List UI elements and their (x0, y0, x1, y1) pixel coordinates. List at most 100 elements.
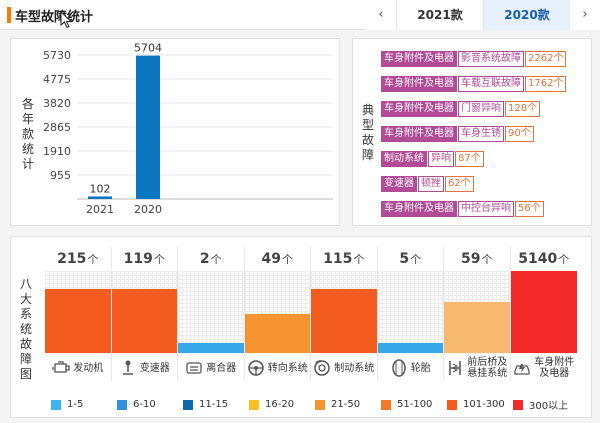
legend-swatch (513, 399, 523, 410)
system-count: 119个 (123, 251, 165, 267)
system-label: 制动系统 (311, 355, 377, 381)
count-unit: 个 (410, 253, 422, 266)
system-count: 59个 (461, 251, 493, 267)
system-count: 215个 (57, 251, 99, 267)
system-name: 轮胎 (410, 362, 431, 374)
fault-name-tag: 异响 (428, 151, 454, 167)
system-column[interactable]: 5个轮胎 (377, 247, 444, 381)
mouse-cursor-icon (60, 11, 73, 29)
typical-faults-panel: 典型故障 车身附件及电器 影音系统故障 2262个 车身附件及电器 车载互联故障 1762… (352, 38, 592, 226)
system-bar (311, 289, 377, 353)
car-body-icon (514, 364, 530, 375)
system-bar (178, 343, 244, 353)
legend-swatch (315, 399, 325, 410)
y-tick-label: 5730 (43, 49, 71, 62)
bar-value-label: 5704 (134, 42, 162, 55)
legend-swatch (117, 399, 127, 410)
system-column[interactable]: 2个离合器 (178, 247, 245, 381)
eight-systems-panel: 八大系统故障图 215个 发动机 119个 变速器 2个 离合器 49个 转向系统 115个 制动… (10, 236, 592, 418)
fault-item[interactable]: 车身附件及电器 影音系统故障 2262个 (381, 51, 567, 67)
suspension-icon (449, 361, 461, 375)
count-unit: 个 (87, 253, 99, 266)
system-name: 车身附件 及电器 (534, 357, 575, 379)
fault-category-tag: 车身附件及电器 (381, 51, 457, 67)
system-label: 轮胎 (378, 355, 444, 381)
gear-shift-icon (122, 360, 133, 375)
system-bar (45, 289, 111, 353)
title-accent (7, 7, 11, 23)
tire-icon (392, 359, 406, 377)
system-name: 离合器 (206, 362, 237, 374)
system-name: 制动系统 (334, 362, 375, 374)
y-tick-label: 955 (50, 169, 71, 182)
fault-item[interactable]: 车身附件及电器 中控台异响 56个 (381, 201, 545, 217)
system-columns: 215个 发动机 119个 变速器 2个 离合器 49个 转向系统 115个 制动系统 5个 轮胎 59… (45, 247, 577, 381)
chevron-right-icon[interactable]: › (570, 0, 600, 30)
system-bar (377, 343, 443, 353)
fault-item[interactable]: 车身附件及电器 门窗异响 128个 (381, 101, 541, 117)
fault-item[interactable]: 车身附件及电器 车身生锈 90个 (381, 126, 535, 142)
fault-item[interactable]: 车身附件及电器 车载互联故障 1762个 (381, 76, 567, 92)
eight-systems-label: 八大系统故障图 (19, 277, 32, 381)
legend-swatch (447, 399, 457, 410)
x-tick-label: 2021 (86, 203, 114, 216)
legend-label: 21-50 (331, 399, 361, 410)
fault-count-tag: 56个 (515, 201, 544, 217)
fault-count-tag: 128个 (505, 101, 541, 117)
system-column[interactable]: 5140个车身附件 及电器 (510, 247, 578, 381)
legend: 1-5 6-10 11-15 16-20 21-50 51-100 101-300 300以上 (51, 397, 581, 412)
chevron-left-icon[interactable]: ‹ (366, 0, 396, 30)
bar-2020[interactable] (136, 55, 160, 199)
legend-swatch (183, 399, 193, 410)
bar-background (377, 271, 443, 353)
legend-label: 16-20 (265, 399, 295, 410)
fault-item[interactable]: 制动系统 异响 87个 (381, 151, 485, 167)
year-nav: ‹ 2021款 2020款 › (366, 0, 600, 30)
system-label: 前后桥及 悬挂系统 (444, 355, 510, 381)
system-bar (510, 271, 577, 353)
legend-item: 11-15 (183, 397, 249, 412)
count-unit: 个 (281, 253, 293, 266)
system-label: 车身附件 及电器 (511, 355, 578, 381)
system-count: 5个 (399, 251, 422, 267)
legend-label: 51-100 (397, 399, 433, 410)
system-column[interactable]: 49个转向系统 (244, 247, 311, 381)
count-unit: 个 (481, 253, 493, 266)
legend-swatch (381, 399, 391, 410)
system-count: 49个 (261, 251, 293, 267)
system-name: 前后桥及 悬挂系统 (467, 357, 508, 379)
legend-item: 51-100 (381, 397, 447, 412)
fault-item[interactable]: 变速器 顿挫 62个 (381, 176, 475, 192)
fault-name-tag: 中控台异响 (458, 201, 514, 217)
tab-year-2021[interactable]: 2021款 (396, 0, 483, 30)
fault-category-tag: 车身附件及电器 (381, 201, 457, 217)
system-name: 发动机 (73, 362, 104, 374)
fault-count-tag: 1762个 (525, 76, 567, 92)
system-column[interactable]: 59个前后桥及 悬挂系统 (444, 247, 511, 381)
legend-label: 300以上 (529, 401, 569, 412)
fault-name-tag: 门窗异响 (458, 101, 504, 117)
legend-item: 21-50 (315, 397, 381, 412)
system-count: 5140个 (518, 251, 570, 267)
page-title: 车型故障统计 (15, 10, 94, 25)
header-bar: 车型故障统计 ‹ 2021款 2020款 › (0, 0, 600, 30)
fault-name-tag: 顿挫 (418, 176, 444, 192)
count-unit: 个 (558, 253, 570, 266)
legend-item: 101-300 (447, 397, 513, 412)
system-bar (444, 302, 510, 353)
fault-count-tag: 87个 (455, 151, 484, 167)
system-column[interactable]: 115个 制动系统 (311, 247, 378, 381)
legend-item: 300以上 (513, 397, 579, 412)
steering-wheel-icon (248, 360, 264, 376)
system-count: 2个 (199, 251, 222, 267)
bar-2021[interactable] (88, 196, 112, 199)
legend-label: 101-300 (463, 399, 505, 410)
system-column[interactable]: 119个 变速器 (111, 247, 178, 381)
system-label: 转向系统 (245, 355, 311, 381)
tab-year-2020[interactable]: 2020款 (483, 0, 570, 30)
fault-category-tag: 变速器 (381, 176, 417, 192)
system-column[interactable]: 215个发动机 (45, 247, 112, 381)
legend-swatch (51, 399, 61, 410)
engine-icon (52, 361, 70, 373)
fault-count-tag: 90个 (505, 126, 534, 142)
